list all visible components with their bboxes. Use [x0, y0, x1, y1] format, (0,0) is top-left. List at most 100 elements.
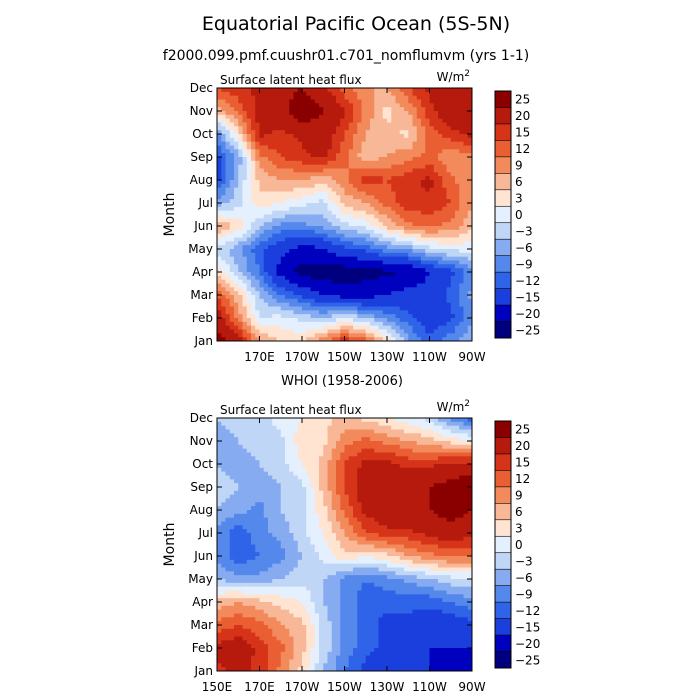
heatmap-cell [421, 164, 426, 170]
heatmap-cell [438, 425, 443, 431]
heatmap-cell [348, 295, 354, 300]
heatmap-cell [319, 191, 324, 196]
heatmap-cell [370, 310, 375, 315]
heatmap-cell [455, 172, 460, 177]
heatmap-cell [251, 295, 256, 300]
heatmap-cell [327, 157, 333, 162]
heatmap-cell [353, 329, 358, 334]
heatmap-cell [446, 203, 452, 208]
heatmap-cell [336, 222, 341, 227]
heatmap-cell [404, 91, 409, 97]
heatmap-cell [272, 195, 278, 200]
heatmap-cell [353, 421, 358, 427]
heatmap-cell [234, 176, 239, 181]
heatmap-cell [225, 279, 231, 285]
heatmap-cell [412, 126, 418, 131]
heatmap-cell [459, 279, 465, 285]
heatmap-cell [382, 88, 388, 93]
heatmap-cell [225, 222, 231, 227]
heatmap-cell [446, 157, 452, 162]
heatmap-cell [391, 291, 397, 296]
heatmap-cell [463, 122, 469, 127]
heatmap-cell [416, 206, 422, 212]
heatmap-cell [416, 157, 422, 162]
heatmap-cell [348, 103, 354, 108]
heatmap-cell [353, 206, 358, 212]
heatmap-cell [259, 164, 265, 170]
heatmap-cell [404, 88, 409, 93]
heatmap-cell [302, 187, 307, 193]
heatmap-cell [391, 226, 397, 231]
heatmap-cell [327, 456, 333, 461]
heatmap-cell [259, 206, 265, 212]
heatmap-cell [433, 168, 439, 173]
heatmap-cell [268, 456, 273, 461]
heatmap-cell [327, 172, 333, 177]
heatmap-cell [408, 275, 414, 281]
heatmap-cell [276, 256, 282, 262]
heatmap-cell [404, 241, 409, 246]
heatmap-cell [246, 460, 252, 465]
heatmap-cell [225, 302, 231, 308]
heatmap-cell [234, 321, 239, 327]
heatmap-cell [459, 153, 465, 158]
heatmap-cell [327, 471, 333, 477]
heatmap-cell [327, 318, 333, 323]
heatmap-cell [344, 168, 350, 173]
heatmap-cell [463, 195, 469, 200]
heatmap-cell [357, 283, 363, 288]
heatmap-cell [382, 268, 388, 273]
heatmap-cell [412, 256, 418, 262]
heatmap-cell [344, 333, 350, 338]
heatmap-cell [374, 118, 380, 124]
heatmap-cell [263, 318, 269, 323]
heatmap-cell [323, 164, 329, 170]
heatmap-cell [263, 145, 269, 150]
heatmap-cell [378, 249, 384, 254]
heatmap-cell [408, 321, 414, 327]
heatmap-cell [242, 456, 248, 461]
heatmap-cell [387, 114, 392, 120]
heatmap-cell [459, 172, 465, 177]
colorbar-swatch [495, 239, 511, 256]
heatmap-cell [302, 241, 307, 246]
heatmap-cell [348, 337, 354, 341]
heatmap-cell [293, 114, 299, 120]
heatmap-cell [353, 222, 358, 227]
heatmap-cell [280, 199, 286, 204]
heatmap-cell [378, 122, 384, 127]
heatmap-cell [259, 291, 265, 296]
heatmap-cell [450, 195, 456, 200]
heatmap-cell [263, 91, 269, 97]
heatmap-cell [357, 134, 363, 139]
heatmap-cell [310, 164, 316, 170]
heatmap-cell [336, 164, 341, 170]
heatmap-cell [455, 157, 460, 162]
heatmap-cell [450, 464, 456, 469]
heatmap-cell [374, 471, 380, 477]
heatmap-cell [302, 464, 307, 469]
heatmap-cell [327, 168, 333, 173]
heatmap-cell [378, 337, 384, 341]
heatmap-cell [229, 88, 235, 93]
heatmap-cell [353, 260, 358, 265]
heatmap-cell [463, 199, 469, 204]
heatmap-cell [255, 249, 261, 254]
heatmap-cell [395, 471, 401, 477]
heatmap-cell [361, 268, 367, 273]
heatmap-cell [459, 103, 465, 108]
heatmap-cell [463, 418, 469, 423]
heatmap-cell [225, 268, 231, 273]
heatmap-cell [438, 233, 443, 239]
heatmap-cell [391, 160, 397, 166]
heatmap-cell [442, 191, 448, 196]
heatmap-cell [319, 279, 324, 285]
heatmap-cell [310, 310, 316, 315]
heatmap-cell [331, 456, 337, 461]
heatmap-cell [357, 95, 363, 101]
heatmap-cell [382, 421, 388, 427]
heatmap-cell [421, 233, 426, 239]
heatmap-cell [302, 176, 307, 181]
heatmap-cell [378, 145, 384, 150]
heatmap-cell [446, 241, 452, 246]
